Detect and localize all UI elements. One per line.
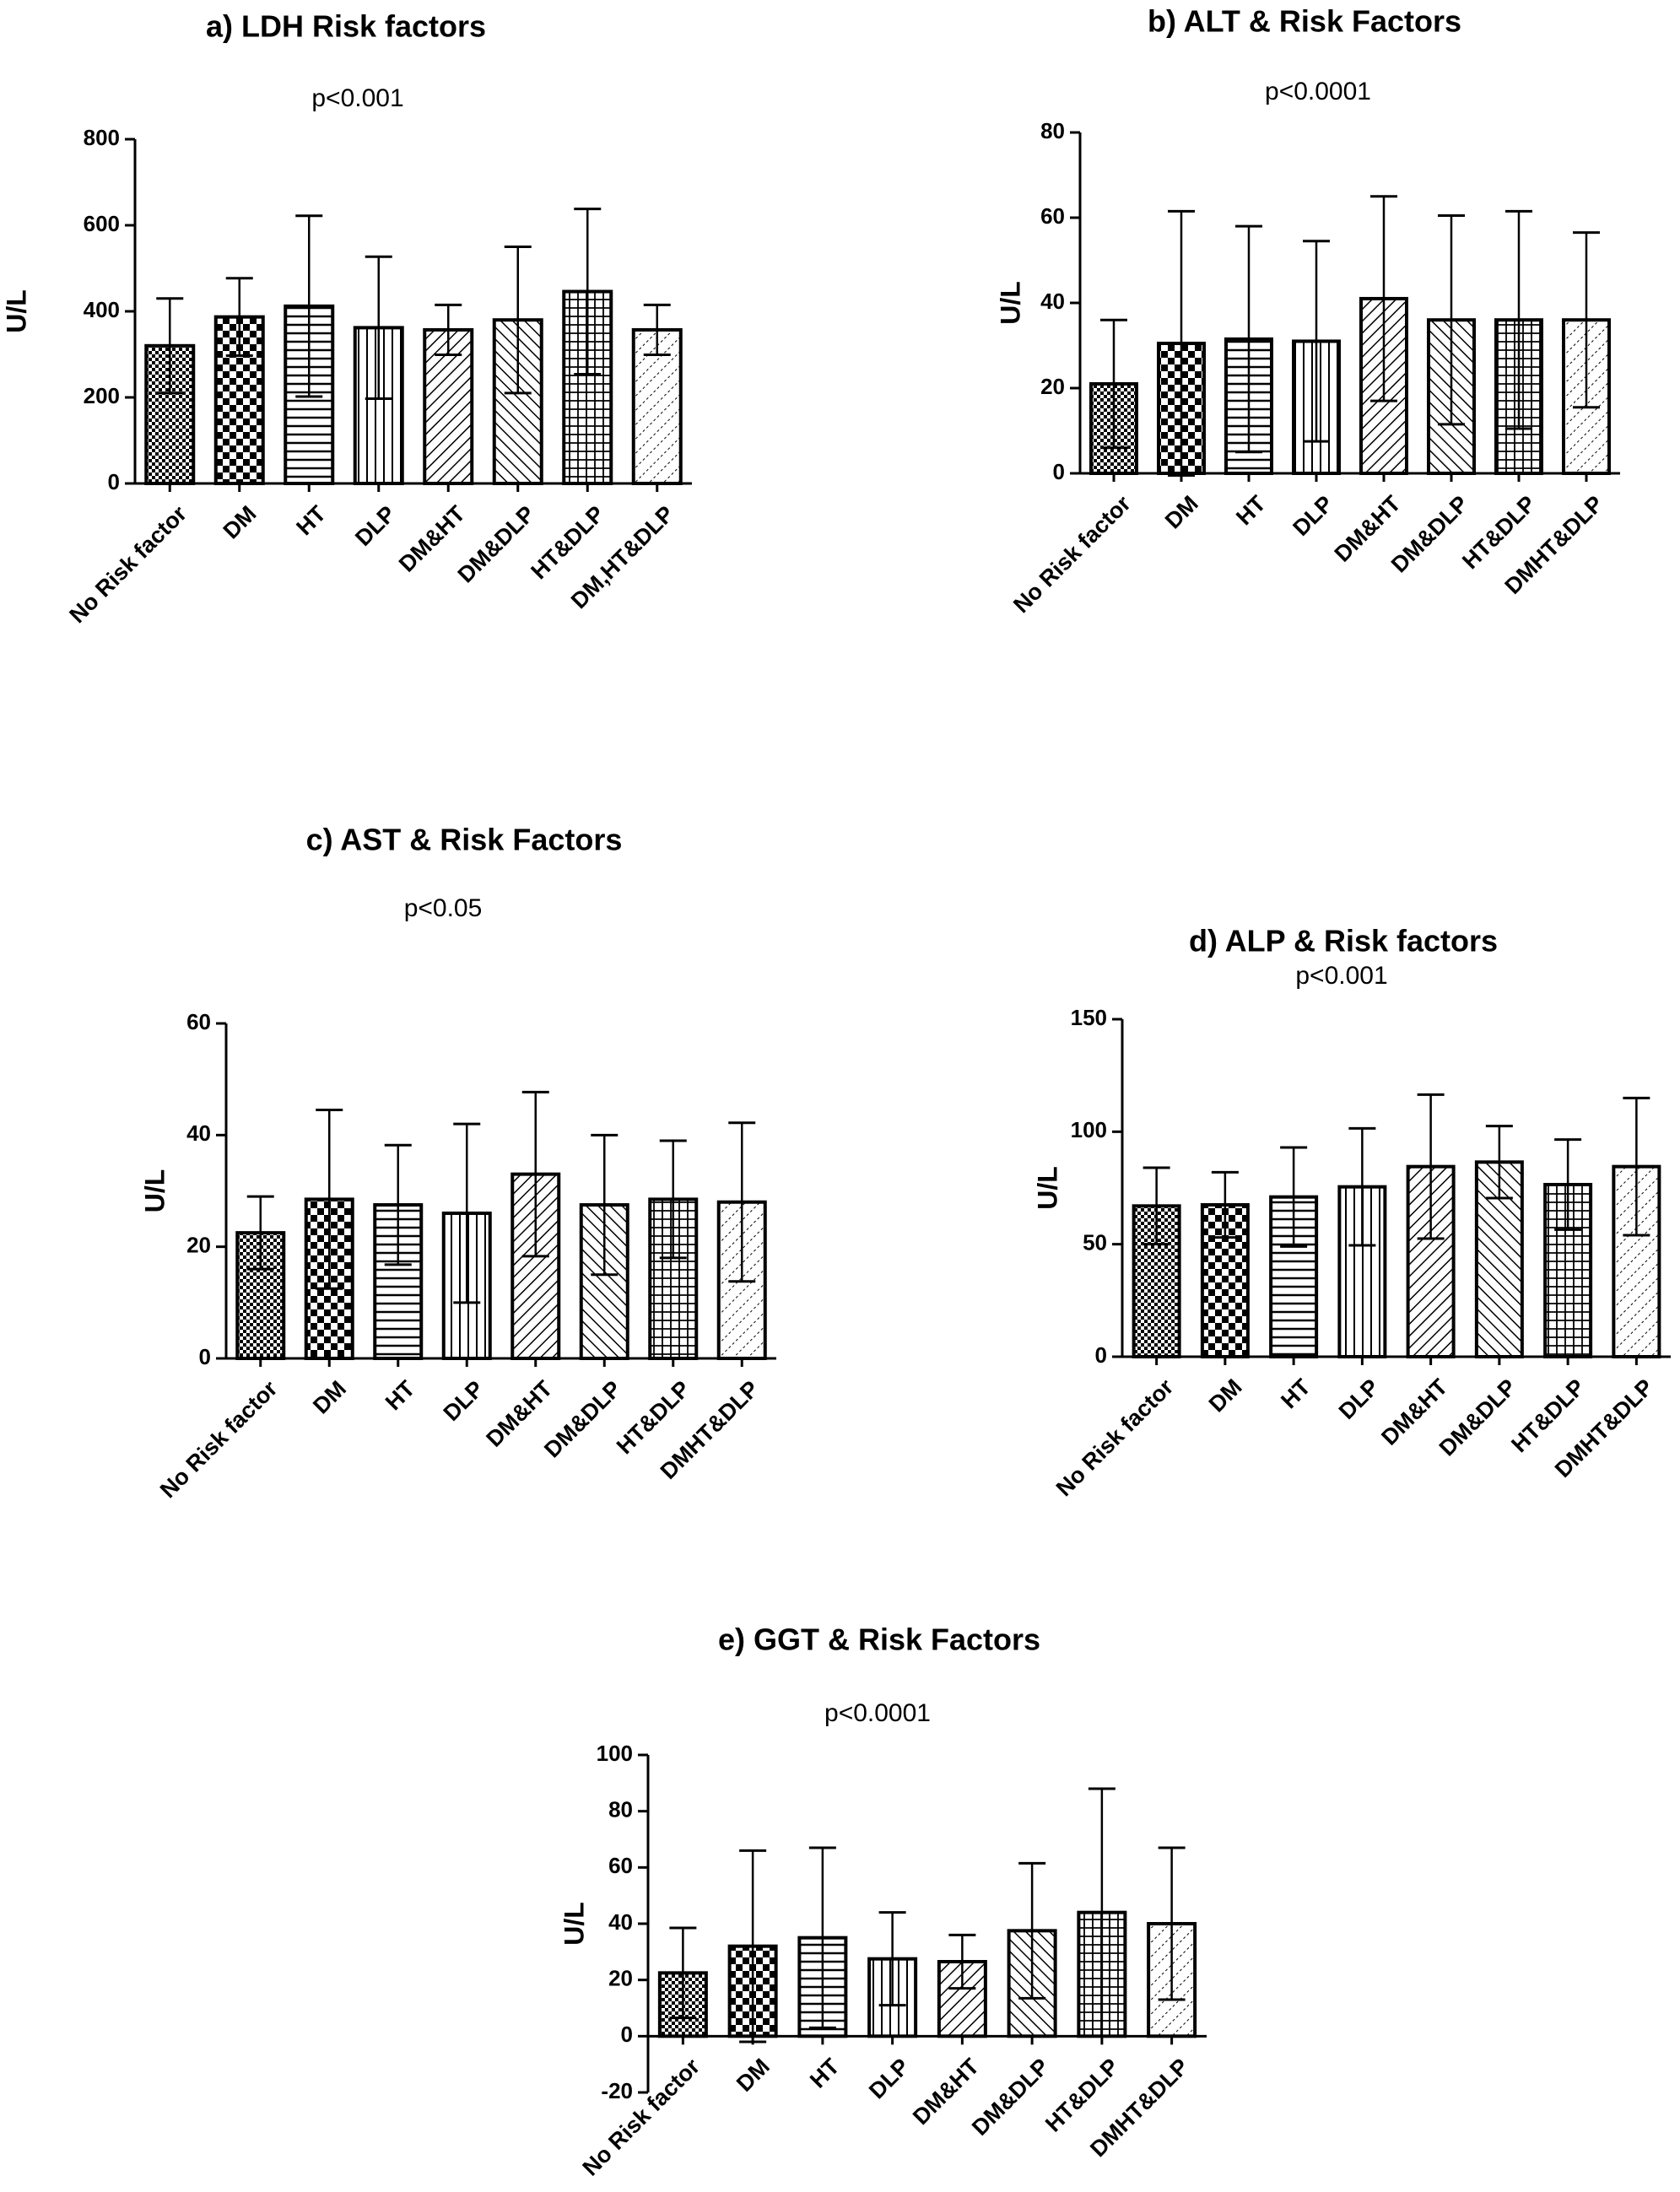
y-tick-label: 80 — [608, 1797, 633, 1822]
x-category-label: No Risk factor — [1008, 490, 1136, 618]
chart-title: d) ALP & Risk factors — [1189, 924, 1498, 958]
y-tick-label: 0 — [621, 2022, 633, 2047]
y-tick-label: 100 — [1071, 1117, 1107, 1142]
chart-panel-c: c) AST & Risk Factors p<0.05 U/L 0 20 40 60 No … — [139, 823, 776, 1503]
x-category-label: DM — [219, 501, 262, 544]
y-tick-label: 0 — [1053, 459, 1065, 484]
x-category-label: DLP — [1334, 1374, 1384, 1424]
chart-panel-d: d) ALP & Risk factors p<0.001 U/L 0 50 100 150… — [1032, 924, 1671, 1501]
y-tick-label: 100 — [597, 1741, 633, 1766]
chart-title: b) ALT & Risk Factors — [1148, 4, 1461, 39]
y-tick-label: 0 — [1095, 1342, 1107, 1368]
x-category-label: HT — [805, 2054, 845, 2093]
chart-title: a) LDH Risk factors — [206, 9, 486, 44]
x-category-label: DM — [1160, 491, 1203, 534]
y-tick-label: 400 — [84, 297, 120, 322]
y-tick-label: 40 — [1040, 289, 1065, 314]
x-category-label: DM — [308, 1376, 351, 1419]
x-category-label: No Risk factor — [64, 500, 192, 628]
chart-panel-b: b) ALT & Risk Factors p<0.0001 U/L 0 20 40 60 8… — [995, 4, 1620, 618]
y-axis-label: U/L — [139, 1169, 170, 1213]
y-tick-label: 200 — [84, 383, 120, 408]
y-tick-label: 600 — [84, 211, 120, 236]
x-category-label: No Risk factor — [578, 2054, 705, 2181]
y-tick-label: 50 — [1083, 1230, 1107, 1255]
x-category-label: No Risk factor — [1051, 1374, 1179, 1501]
x-category-label: HT — [291, 500, 331, 540]
y-tick-label: 800 — [84, 125, 120, 150]
x-category-label: DLP — [439, 1376, 489, 1426]
x-category-label: HT — [381, 1375, 420, 1415]
p-value-label: p<0.05 — [404, 894, 483, 922]
y-axis-label: U/L — [1032, 1166, 1062, 1210]
y-tick-label: 20 — [1040, 374, 1065, 399]
p-value-label: p<0.001 — [1295, 962, 1387, 990]
chart-panel-a: a) LDH Risk factors p<0.001 U/L 0 200 400 600 8… — [1, 9, 692, 628]
x-category-label: DM — [732, 2054, 775, 2097]
y-axis-label: U/L — [995, 281, 1025, 325]
y-tick-label: 150 — [1071, 1005, 1107, 1030]
x-category-label: HT — [1276, 1374, 1315, 1413]
chart-panel-e: e) GGT & Risk Factors p<0.0001 U/L -20 0 20 40… — [559, 1622, 1207, 2181]
y-tick-label: 20 — [608, 1966, 633, 1991]
x-category-label: DM — [1204, 1374, 1247, 1417]
y-tick-label: 60 — [186, 1009, 211, 1034]
x-category-label: DM&DLP — [453, 501, 540, 588]
y-tick-label: 0 — [108, 469, 120, 494]
x-category-label: DM&DLP — [967, 2054, 1054, 2141]
y-axis-label: U/L — [559, 1902, 589, 1946]
y-tick-label: 20 — [186, 1233, 211, 1258]
chart-title: c) AST & Risk Factors — [306, 823, 623, 857]
x-category-label: DLP — [1288, 491, 1337, 541]
y-tick-label: 60 — [1040, 203, 1065, 229]
x-category-label: DLP — [350, 501, 400, 551]
y-tick-label: 80 — [1040, 118, 1065, 143]
p-value-label: p<0.0001 — [1265, 78, 1371, 105]
x-category-label: No Risk factor — [155, 1375, 283, 1503]
y-tick-label: 40 — [186, 1120, 211, 1146]
y-tick-label: 0 — [199, 1344, 211, 1369]
chart-title: e) GGT & Risk Factors — [718, 1622, 1040, 1657]
y-tick-label: -20 — [601, 2078, 633, 2103]
y-axis-label: U/L — [1, 289, 31, 333]
x-category-label: DLP — [864, 2054, 914, 2103]
x-category-label: HT — [1231, 490, 1271, 530]
p-value-label: p<0.0001 — [824, 1699, 931, 1727]
y-tick-label: 40 — [608, 1909, 633, 1935]
y-tick-label: 60 — [608, 1853, 633, 1878]
p-value-label: p<0.001 — [311, 84, 403, 112]
